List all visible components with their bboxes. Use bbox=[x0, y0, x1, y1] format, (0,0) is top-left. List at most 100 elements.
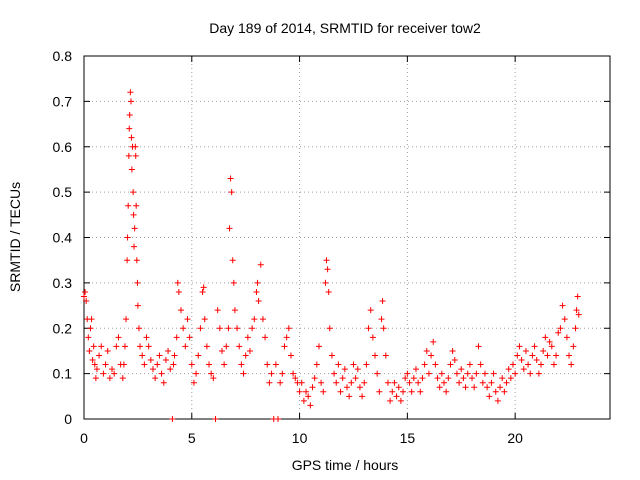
data-point bbox=[380, 325, 387, 332]
data-point bbox=[410, 375, 417, 382]
data-point bbox=[218, 347, 225, 354]
data-point bbox=[125, 152, 132, 159]
data-point bbox=[201, 316, 208, 323]
data-point bbox=[574, 293, 581, 300]
data-point bbox=[494, 397, 501, 404]
data-point bbox=[421, 361, 428, 368]
data-point bbox=[160, 379, 167, 386]
data-point bbox=[531, 343, 538, 350]
data-point bbox=[132, 152, 139, 159]
data-point bbox=[384, 379, 391, 386]
data-point bbox=[542, 334, 549, 341]
data-point bbox=[466, 361, 473, 368]
data-points bbox=[81, 89, 582, 422]
data-point bbox=[111, 370, 118, 377]
data-point bbox=[85, 334, 92, 341]
data-point bbox=[266, 379, 273, 386]
data-point bbox=[379, 298, 386, 305]
data-point bbox=[171, 352, 178, 359]
data-point bbox=[573, 307, 580, 314]
data-point bbox=[143, 334, 150, 341]
data-point bbox=[303, 388, 310, 395]
data-point bbox=[572, 325, 579, 332]
data-point bbox=[307, 402, 314, 409]
data-point bbox=[225, 325, 232, 332]
data-point bbox=[214, 307, 221, 314]
data-point bbox=[376, 388, 383, 395]
data-point bbox=[559, 302, 566, 309]
data-point bbox=[315, 343, 322, 350]
data-point bbox=[550, 361, 557, 368]
data-point bbox=[438, 370, 445, 377]
data-point bbox=[137, 343, 144, 350]
data-point bbox=[570, 343, 577, 350]
data-point bbox=[188, 361, 195, 368]
data-point bbox=[133, 257, 140, 264]
data-point bbox=[165, 347, 172, 354]
data-point bbox=[538, 361, 545, 368]
y-tick-label: 0.3 bbox=[53, 275, 73, 291]
data-point bbox=[397, 397, 404, 404]
data-point bbox=[227, 175, 234, 182]
data-point bbox=[127, 98, 134, 105]
data-point bbox=[285, 325, 292, 332]
data-point bbox=[464, 370, 471, 377]
data-point bbox=[113, 343, 120, 350]
data-point bbox=[88, 316, 95, 323]
data-point bbox=[404, 370, 411, 377]
data-point bbox=[152, 375, 159, 382]
data-point bbox=[139, 352, 146, 359]
data-point bbox=[471, 384, 478, 391]
data-point bbox=[231, 307, 238, 314]
data-point bbox=[126, 111, 133, 118]
data-point bbox=[395, 384, 402, 391]
data-point bbox=[121, 343, 128, 350]
grid-lines bbox=[84, 56, 610, 419]
data-point bbox=[469, 375, 476, 382]
data-point bbox=[501, 388, 508, 395]
data-point bbox=[130, 211, 137, 218]
data-point bbox=[441, 379, 448, 386]
data-point bbox=[226, 225, 233, 232]
data-point bbox=[535, 370, 542, 377]
data-point bbox=[208, 370, 215, 377]
data-point bbox=[325, 288, 332, 295]
y-tick-label: 0.6 bbox=[53, 139, 73, 155]
data-point bbox=[238, 361, 245, 368]
data-point bbox=[313, 361, 320, 368]
data-point bbox=[477, 361, 484, 368]
x-axis-label: GPS time / hours bbox=[292, 457, 399, 473]
data-point bbox=[544, 352, 551, 359]
data-point bbox=[244, 334, 251, 341]
data-point bbox=[124, 257, 131, 264]
data-point bbox=[296, 388, 303, 395]
data-point bbox=[503, 379, 510, 386]
data-point bbox=[106, 375, 113, 382]
data-point bbox=[460, 375, 467, 382]
data-point bbox=[167, 366, 174, 373]
data-point bbox=[255, 298, 262, 305]
data-point bbox=[490, 370, 497, 377]
data-point bbox=[393, 393, 400, 400]
data-point bbox=[195, 352, 202, 359]
data-point bbox=[221, 361, 228, 368]
data-point bbox=[408, 388, 415, 395]
data-point bbox=[223, 343, 230, 350]
data-point bbox=[123, 316, 130, 323]
y-tick-label: 0.4 bbox=[53, 230, 73, 246]
data-point bbox=[458, 366, 465, 373]
data-point bbox=[292, 375, 299, 382]
data-point bbox=[509, 361, 516, 368]
x-tick-label: 0 bbox=[80, 430, 88, 446]
data-point bbox=[131, 243, 138, 250]
data-point bbox=[203, 343, 210, 350]
data-point bbox=[406, 379, 413, 386]
data-point bbox=[91, 361, 98, 368]
y-tick-label: 0 bbox=[64, 411, 72, 427]
x-tick-label: 5 bbox=[188, 430, 196, 446]
data-point bbox=[548, 343, 555, 350]
data-point bbox=[492, 388, 499, 395]
data-point bbox=[309, 384, 316, 391]
data-point bbox=[298, 379, 305, 386]
